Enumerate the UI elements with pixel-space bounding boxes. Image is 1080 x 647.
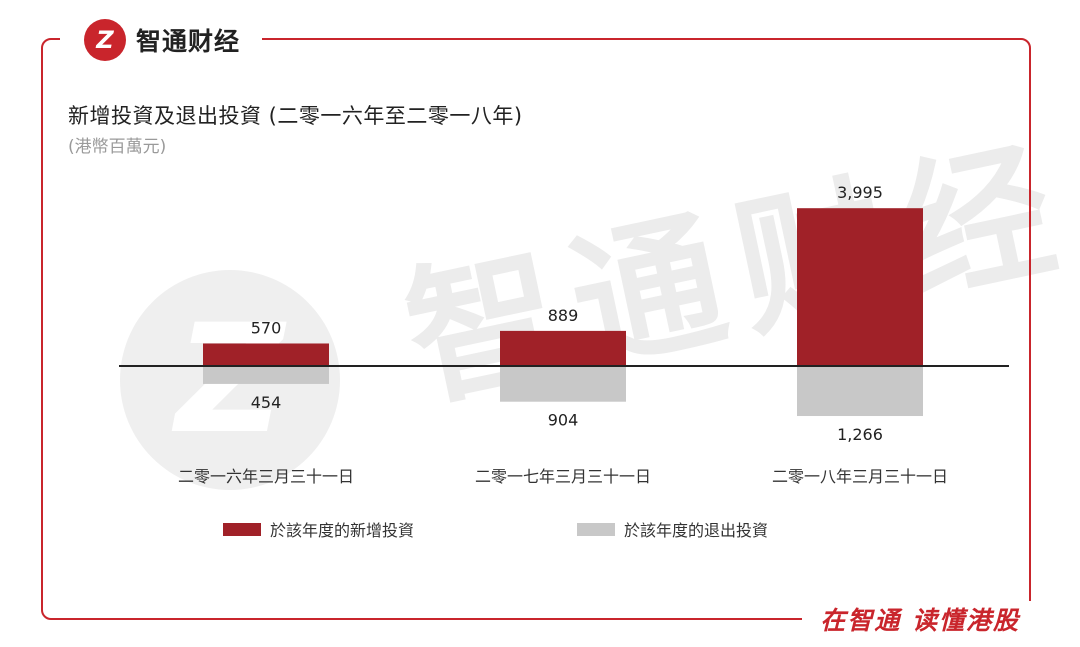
chart-title: 新增投資及退出投資 (二零一六年至二零一八年) — [68, 104, 523, 128]
legend-label-exit: 於該年度的退出投資 — [624, 521, 769, 540]
chart-subtitle: (港幣百萬元) — [68, 137, 167, 157]
bar-new-1 — [500, 330, 626, 366]
data-label-exit-2: 1,266 — [837, 425, 883, 444]
legend-item-new: 於該年度的新增投資 — [223, 517, 414, 541]
bar-new-0 — [203, 343, 329, 366]
data-label-new-2: 3,995 — [837, 183, 883, 202]
bar-exit-1 — [500, 366, 626, 402]
brand-header: Z 智通财经 — [60, 18, 263, 62]
category-label-0: 二零一六年三月三十一日 — [178, 467, 354, 486]
legend-swatch-exit — [577, 522, 615, 536]
bar-new-2 — [797, 208, 923, 366]
data-label-new-1: 889 — [548, 306, 579, 325]
brand-name: 智通财经 — [136, 27, 241, 56]
brand-logo-icon: Z — [84, 19, 126, 61]
category-label-2: 二零一八年三月三十一日 — [772, 467, 948, 486]
data-label-exit-0: 454 — [251, 393, 282, 412]
data-label-exit-1: 904 — [548, 411, 579, 430]
category-label-1: 二零一七年三月三十一日 — [475, 467, 651, 486]
card-frame — [41, 38, 1031, 620]
legend-label-new: 於該年度的新增投資 — [270, 521, 415, 540]
legend-swatch-new — [223, 522, 261, 536]
slogan: 在智通 读懂港股 — [802, 601, 1038, 637]
data-label-new-0: 570 — [251, 318, 282, 337]
bar-exit-2 — [797, 366, 923, 417]
legend-item-exit: 於該年度的退出投資 — [577, 517, 768, 541]
bar-exit-0 — [203, 366, 329, 384]
